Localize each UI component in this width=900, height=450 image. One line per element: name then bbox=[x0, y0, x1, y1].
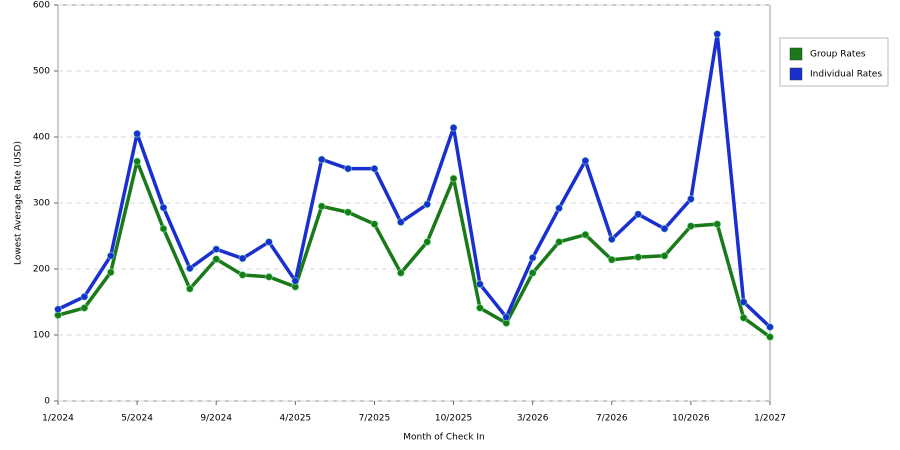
data-point bbox=[476, 304, 484, 312]
data-point bbox=[106, 251, 115, 260]
data-point bbox=[212, 245, 221, 254]
data-point bbox=[739, 298, 748, 306]
data-point bbox=[581, 230, 590, 239]
data-point bbox=[265, 273, 273, 281]
legend-swatch bbox=[789, 67, 803, 81]
data-point bbox=[80, 304, 89, 312]
data-point bbox=[766, 323, 774, 331]
data-point bbox=[185, 264, 194, 273]
data-point bbox=[54, 305, 62, 314]
data-point bbox=[660, 251, 669, 260]
x-tick-label: 10/2026 bbox=[672, 414, 710, 424]
data-point bbox=[396, 269, 405, 277]
x-tick-label: 1/2027 bbox=[754, 414, 786, 424]
y-tick-label: 0 bbox=[44, 397, 50, 407]
data-point bbox=[423, 238, 432, 246]
data-point bbox=[106, 268, 115, 277]
data-point bbox=[133, 129, 142, 138]
data-point bbox=[317, 202, 326, 211]
data-point bbox=[449, 123, 458, 132]
data-point bbox=[766, 333, 774, 341]
data-point bbox=[133, 157, 142, 166]
y-tick-label: 200 bbox=[33, 265, 50, 275]
data-point bbox=[528, 253, 537, 262]
y-tick-label: 600 bbox=[33, 1, 50, 11]
x-tick-label: 7/2025 bbox=[359, 414, 391, 424]
data-point bbox=[265, 238, 273, 246]
data-point bbox=[212, 255, 221, 264]
x-tick-label: 10/2025 bbox=[435, 414, 472, 424]
data-point bbox=[502, 313, 511, 322]
data-point bbox=[159, 224, 168, 233]
data-point bbox=[713, 220, 722, 229]
data-point bbox=[607, 235, 616, 244]
data-point bbox=[476, 280, 484, 289]
data-point bbox=[317, 155, 326, 164]
data-point bbox=[449, 174, 458, 183]
x-tick-label: 9/2024 bbox=[200, 414, 232, 424]
y-tick-label: 400 bbox=[33, 133, 50, 143]
x-tick-label: 1/2024 bbox=[42, 414, 74, 424]
data-point bbox=[660, 224, 669, 233]
y-tick-label: 100 bbox=[33, 331, 50, 341]
data-point bbox=[634, 210, 643, 219]
data-point bbox=[291, 276, 300, 285]
data-point bbox=[528, 269, 537, 277]
data-point bbox=[555, 204, 563, 213]
data-point bbox=[739, 313, 748, 322]
data-point bbox=[423, 200, 432, 209]
data-point bbox=[80, 292, 89, 301]
x-axis-label: Month of Check In bbox=[403, 433, 485, 443]
y-axis-label: Lowest Average Rate (USD) bbox=[14, 141, 24, 265]
x-tick-label: 7/2026 bbox=[596, 414, 628, 424]
series-line bbox=[57, 159, 772, 339]
data-point bbox=[555, 238, 563, 246]
data-point bbox=[713, 30, 722, 38]
data-point bbox=[686, 222, 695, 231]
data-point bbox=[634, 253, 643, 262]
x-tick-label: 3/2026 bbox=[517, 414, 549, 424]
data-point bbox=[686, 195, 695, 203]
x-tick-label: 5/2024 bbox=[121, 414, 153, 424]
data-point bbox=[370, 220, 379, 229]
data-point bbox=[581, 156, 590, 165]
x-tick-label: 4/2025 bbox=[279, 414, 311, 424]
series-line bbox=[57, 32, 772, 329]
data-point bbox=[344, 208, 352, 217]
legend-swatch bbox=[789, 47, 803, 61]
data-point bbox=[396, 218, 405, 227]
legend-label: Individual Rates bbox=[810, 70, 882, 80]
legend-label: Group Rates bbox=[810, 50, 866, 60]
data-point bbox=[238, 254, 247, 263]
y-tick-label: 300 bbox=[33, 199, 50, 209]
y-tick-label: 500 bbox=[33, 67, 50, 77]
data-point bbox=[370, 164, 379, 173]
data-point bbox=[238, 271, 247, 279]
data-point bbox=[344, 164, 352, 173]
data-point bbox=[159, 203, 168, 212]
data-point bbox=[185, 284, 194, 293]
data-point bbox=[607, 255, 616, 264]
